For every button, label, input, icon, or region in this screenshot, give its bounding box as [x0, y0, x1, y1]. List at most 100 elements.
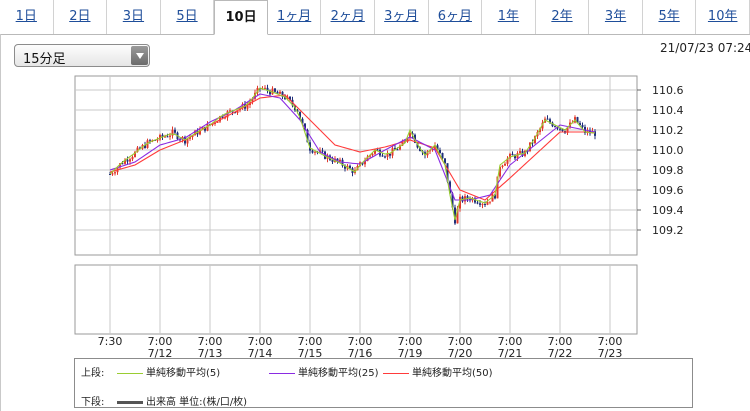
- candle-body: [431, 149, 434, 151]
- ma50-line-icon: [383, 372, 409, 374]
- legend-ma50-label: 単純移動平均(50): [412, 368, 493, 379]
- tab-8[interactable]: 6ヶ月: [429, 0, 483, 34]
- candle-body: [206, 124, 209, 131]
- candle-body: [589, 130, 591, 134]
- candle-body: [534, 136, 536, 144]
- y-tick-label: 110.6: [652, 84, 684, 97]
- candle-body: [311, 150, 314, 153]
- candle-body: [549, 119, 551, 123]
- tab-1[interactable]: 2日: [54, 0, 108, 34]
- candle-body: [554, 126, 556, 128]
- x-tick-date: 7/20: [448, 347, 473, 360]
- candle-body: [559, 128, 561, 130]
- volume-plot-frame: [74, 264, 638, 335]
- candle-body: [551, 122, 554, 127]
- candle-body: [344, 165, 346, 169]
- x-tick-time: 7:00: [448, 335, 473, 348]
- price-plot-frame: [74, 75, 638, 256]
- x-tick-time: 7:00: [148, 335, 173, 348]
- candle-body: [394, 148, 396, 150]
- candle-body: [489, 201, 491, 203]
- legend-lower-row: 下段: 出来高 単位:(株/口/枚): [81, 393, 247, 408]
- legend-item-ma25: 単純移動平均(25): [269, 364, 379, 379]
- legend-volume-label: 出来高 単位:(株/口/枚): [146, 397, 248, 408]
- ma25-line-icon: [269, 372, 295, 374]
- candle-body: [136, 147, 139, 152]
- tab-11[interactable]: 3年: [589, 0, 643, 34]
- legend-ma25-label: 単純移動平均(25): [298, 368, 379, 379]
- candle-body: [484, 203, 486, 205]
- tab-6[interactable]: 2ヶ月: [321, 0, 375, 34]
- tab-13[interactable]: 10年: [696, 0, 750, 34]
- quote-timestamp: 21/07/23 07:24: [660, 41, 750, 55]
- candle-body: [306, 129, 309, 143]
- candle-body: [236, 110, 239, 113]
- candle-body: [339, 159, 341, 162]
- candle-body: [541, 122, 544, 129]
- x-tick-time: 7:00: [598, 335, 623, 348]
- candle-body: [296, 110, 299, 112]
- tab-4[interactable]: 10日: [214, 0, 268, 35]
- candle-body: [314, 151, 316, 153]
- tab-9[interactable]: 1年: [482, 0, 536, 34]
- candle-body: [349, 165, 351, 169]
- candle-body: [284, 96, 286, 99]
- candle-body: [509, 153, 511, 159]
- candle-body: [229, 110, 231, 112]
- candle-body: [139, 147, 141, 149]
- range-tab-bar: 1日 2日 3日 5日 10日 1ヶ月 2ヶ月 3ヶ月 6ヶ月 1年 2年 3年 5年 10年: [0, 0, 750, 35]
- candle-body: [366, 156, 369, 162]
- x-tick-date: 7/13: [198, 347, 223, 360]
- candle-body: [159, 134, 161, 140]
- legend-lower-label: 下段:: [81, 397, 105, 408]
- tab-2[interactable]: 3日: [107, 0, 161, 34]
- tab-0[interactable]: 1日: [0, 0, 54, 34]
- candle-body: [201, 126, 204, 130]
- candle-body: [491, 194, 494, 202]
- candle-body: [279, 91, 281, 94]
- candle-body: [561, 128, 564, 132]
- candle-body: [459, 196, 461, 209]
- candle-body: [511, 153, 514, 156]
- candle-body: [441, 153, 444, 159]
- legend-upper-row: 上段: 単純移動平均(5) 単純移動平均(25) 単純移動平均(50): [81, 364, 493, 379]
- interval-select[interactable]: 15分足: [14, 44, 150, 67]
- tab-10[interactable]: 2年: [536, 0, 590, 34]
- chevron-down-icon[interactable]: [131, 46, 148, 65]
- candle-body: [169, 135, 171, 137]
- tab-7[interactable]: 3ヶ月: [375, 0, 429, 34]
- x-tick-date: 7/22: [548, 347, 573, 360]
- candle-body: [246, 105, 249, 109]
- x-tick-date: 7/23: [598, 347, 623, 360]
- x-tick-time: 7:00: [198, 335, 223, 348]
- tab-3[interactable]: 5日: [161, 0, 215, 34]
- candle-body: [579, 123, 581, 126]
- tab-12[interactable]: 5年: [643, 0, 697, 34]
- candle-body: [364, 161, 366, 165]
- ma5-line-icon: [117, 372, 143, 374]
- ma25-line: [109, 93, 596, 201]
- candle-body: [111, 173, 114, 175]
- x-tick-date: 7/19: [398, 347, 423, 360]
- candle-body: [121, 163, 124, 165]
- y-tick-label: 109.4: [652, 204, 684, 217]
- x-tick-date: 7/14: [248, 347, 273, 360]
- candle-body: [529, 142, 531, 152]
- candle-body: [219, 116, 221, 122]
- legend-ma5-label: 単純移動平均(5): [146, 368, 221, 379]
- candle-body: [131, 156, 134, 160]
- candle-body: [161, 134, 164, 138]
- y-tick-label: 110.2: [652, 124, 684, 137]
- tab-5[interactable]: 1ヶ月: [268, 0, 322, 34]
- candle-body: [516, 153, 519, 159]
- candle-body: [454, 207, 456, 224]
- candle-body: [214, 122, 216, 124]
- candle-body: [289, 96, 291, 100]
- candle-body: [171, 129, 174, 136]
- y-tick-label: 109.8: [652, 164, 684, 177]
- candle-body: [299, 111, 301, 119]
- candle-body: [426, 151, 429, 156]
- candle-body: [189, 137, 191, 139]
- candle-body: [109, 174, 111, 175]
- candle-body: [476, 202, 479, 204]
